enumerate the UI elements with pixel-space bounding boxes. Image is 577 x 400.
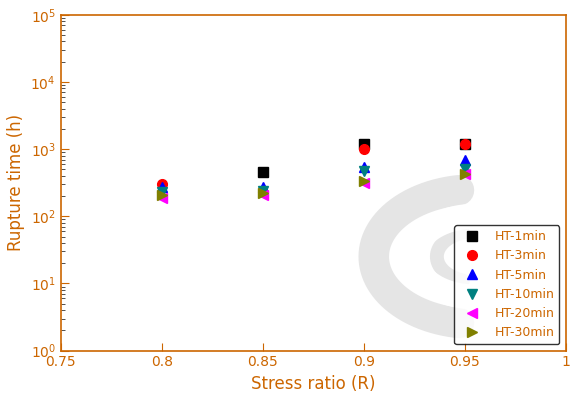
HT-20min (259, 192, 266, 197)
HT-5min (259, 185, 266, 190)
HT-30min (360, 178, 367, 183)
HT-30min (259, 191, 266, 196)
HT-20min (158, 195, 165, 200)
Line: HT-3min: HT-3min (157, 139, 470, 189)
HT-10min (360, 168, 367, 173)
Line: HT-10min: HT-10min (157, 164, 470, 197)
HT-1min (259, 170, 266, 175)
HT-5min (360, 164, 367, 169)
HT-3min (461, 141, 468, 146)
HT-30min (158, 192, 165, 197)
Line: HT-20min: HT-20min (157, 169, 470, 202)
HT-10min (158, 190, 165, 194)
HT-3min (360, 147, 367, 152)
X-axis label: Stress ratio (R): Stress ratio (R) (251, 375, 376, 393)
HT-10min (461, 167, 468, 172)
HT-5min (461, 157, 468, 162)
HT-3min (158, 182, 165, 187)
HT-20min (461, 171, 468, 176)
HT-1min (461, 141, 468, 146)
HT-10min (259, 188, 266, 193)
HT-30min (461, 171, 468, 176)
HT-20min (360, 181, 367, 186)
Line: HT-5min: HT-5min (157, 155, 470, 192)
Y-axis label: Rupture time (h): Rupture time (h) (7, 114, 25, 251)
Legend: HT-1min, HT-3min, HT-5min, HT-10min, HT-20min, HT-30min: HT-1min, HT-3min, HT-5min, HT-10min, HT-… (455, 225, 559, 344)
Line: HT-1min: HT-1min (258, 139, 470, 177)
HT-1min (360, 141, 367, 146)
HT-5min (158, 185, 165, 190)
Line: HT-30min: HT-30min (157, 169, 470, 200)
